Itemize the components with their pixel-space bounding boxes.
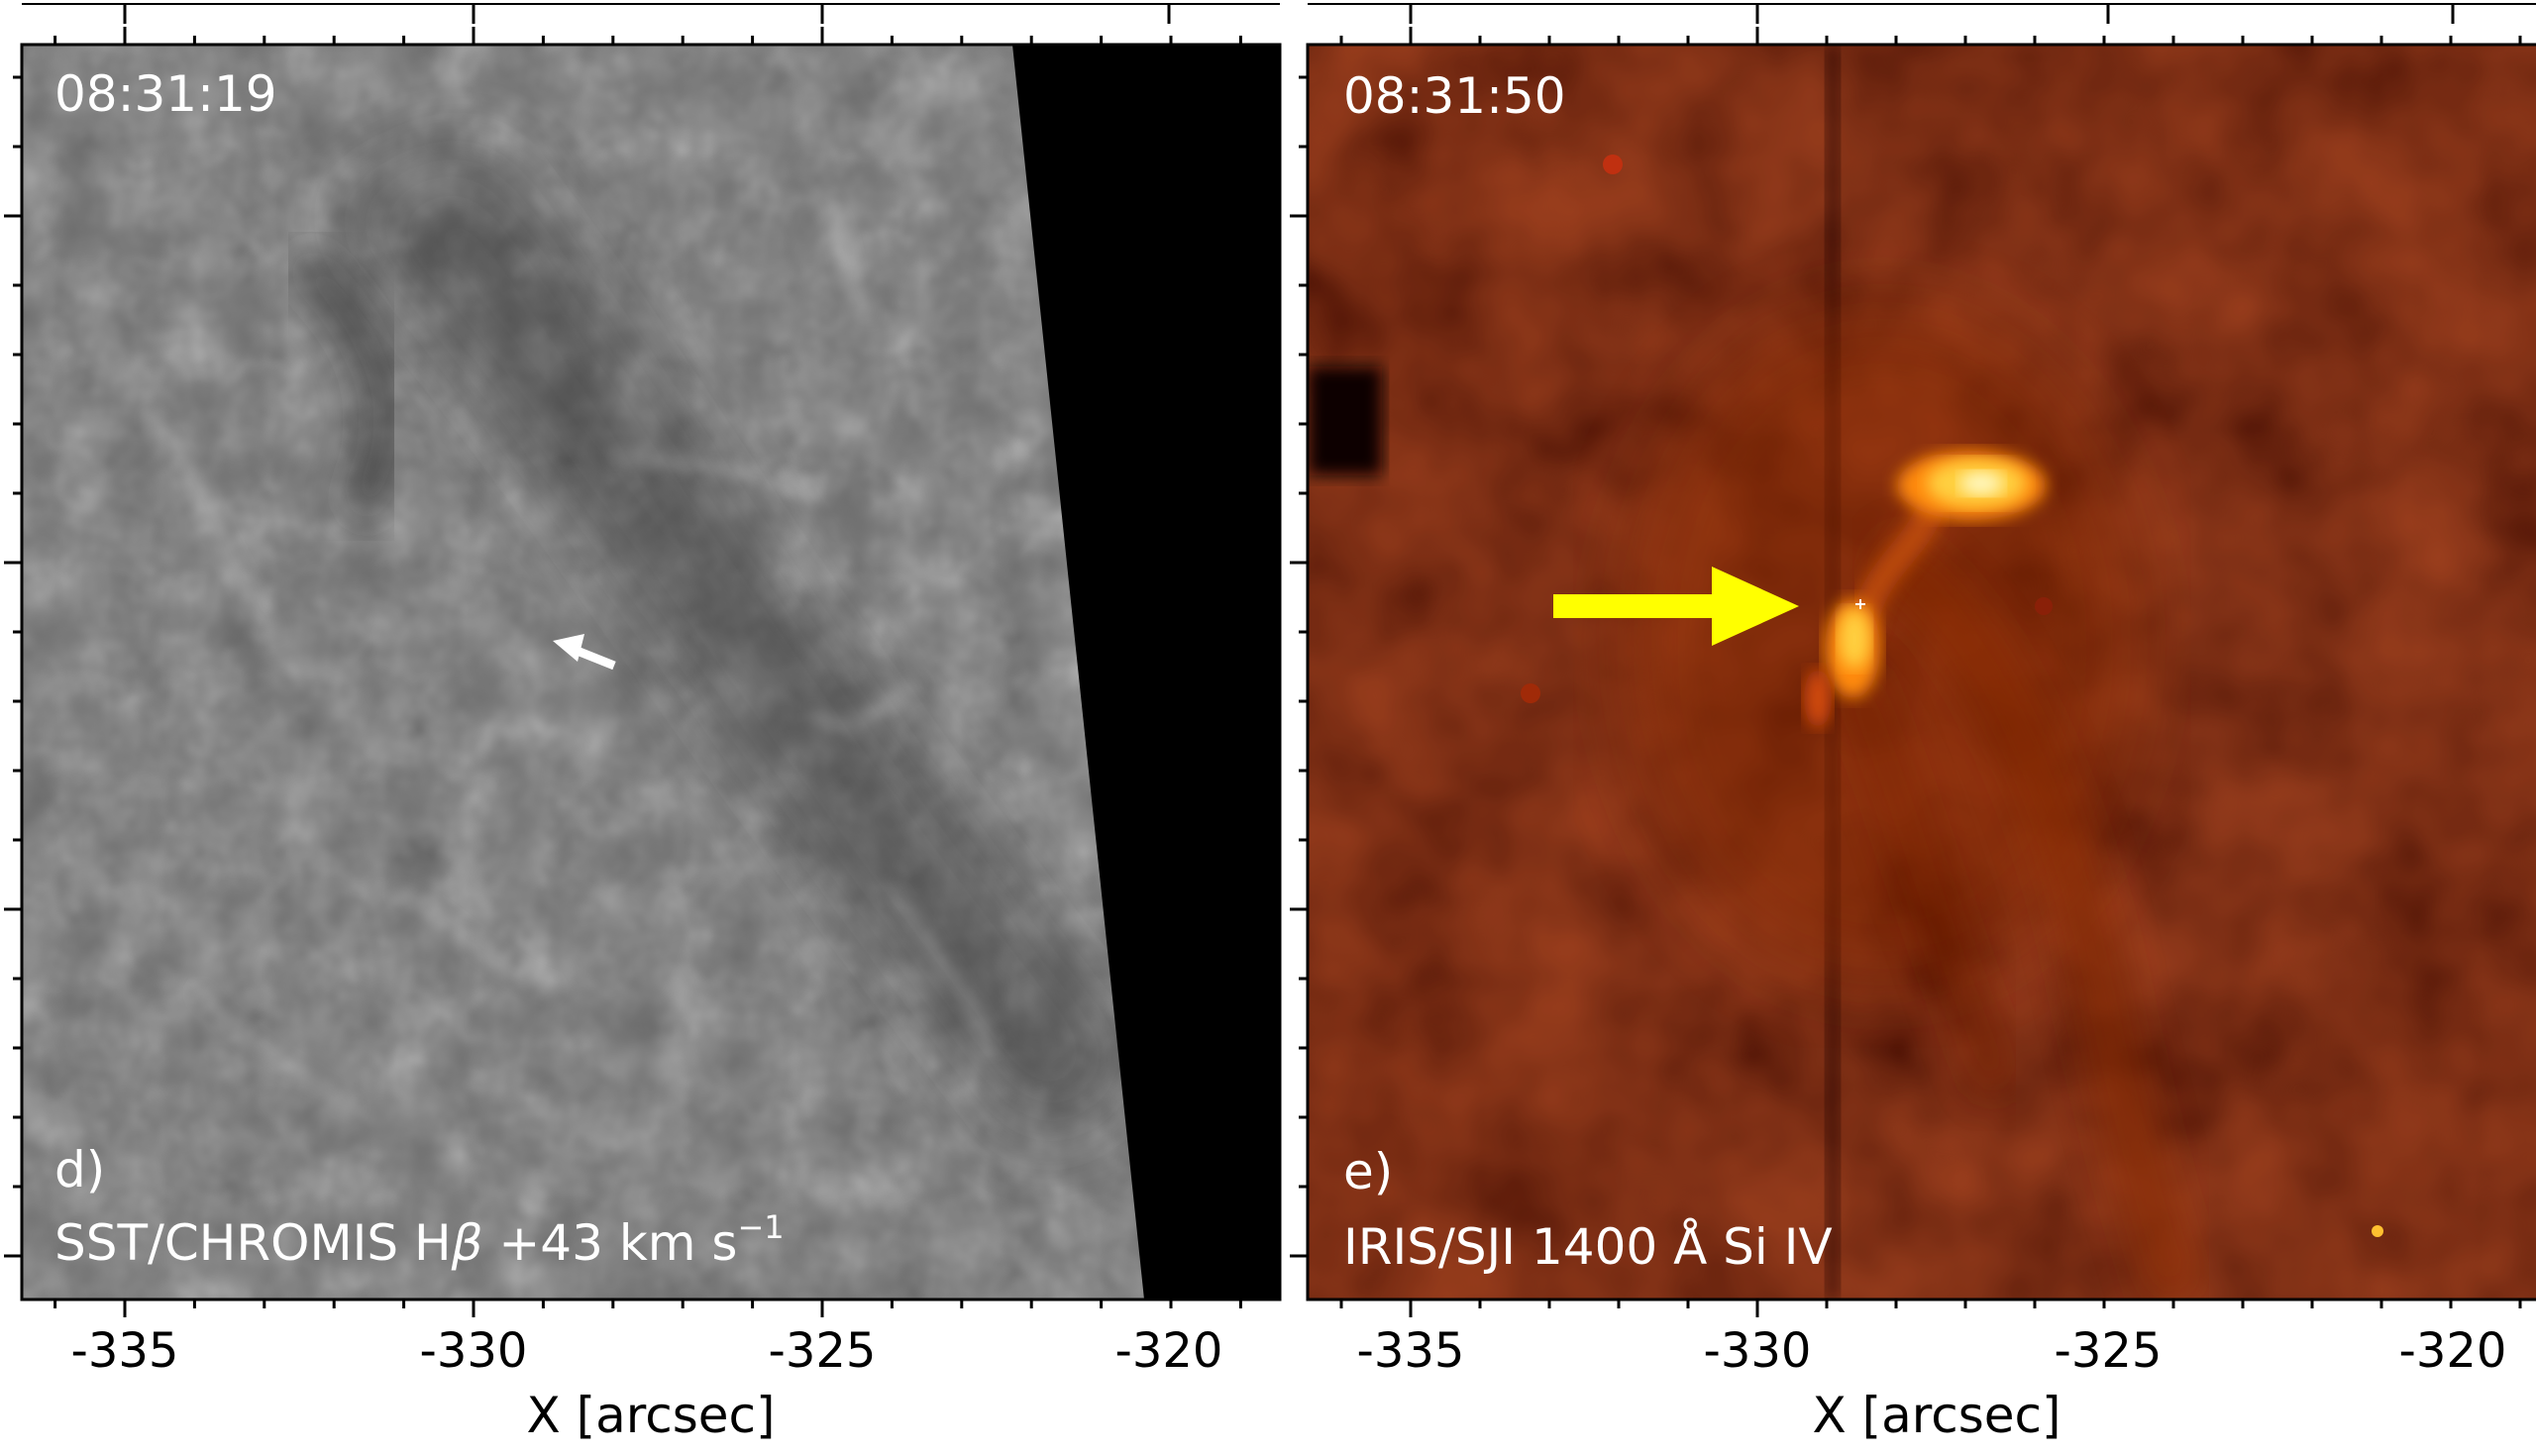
panel-e-instrument-label: IRIS/SJI 1400 Å Si IV: [1343, 1218, 1833, 1276]
white-arrow-icon: [553, 634, 616, 671]
panel-d-instrument-value: +43 km s: [483, 1214, 738, 1272]
panel-d: 08:31:19 d) SST/CHROMIS Hβ +43 km s−1 -3…: [4, 27, 1282, 1444]
panel-e: 08:31:50 e) IRIS/SJI 1400 Å Si IV -335 -…: [1290, 27, 2536, 1444]
panel-d-instrument-label: SST/CHROMIS Hβ +43 km s−1: [54, 1208, 785, 1272]
top-strip: [22, 3, 2536, 24]
panel-d-tick-label-0: -335: [71, 1323, 179, 1379]
panel-d-instrument-exponent: −1: [737, 1208, 784, 1246]
panel-e-timestamp: 08:31:50: [1343, 67, 1566, 125]
panel-e-tick-label-1: -330: [1704, 1323, 1812, 1379]
panel-e-xlabel: X [arcsec]: [1812, 1387, 2060, 1444]
panel-e-tick-label-3: -320: [2399, 1323, 2507, 1379]
panel-d-instrument-symbol: β: [451, 1214, 483, 1272]
panel-d-tick-label-2: -325: [769, 1323, 877, 1379]
yellow-arrow-icon: [1553, 567, 1799, 646]
panel-d-letter: d): [54, 1141, 105, 1198]
panel-e-tick-label-2: -325: [2055, 1323, 2163, 1379]
panel-d-xlabel: X [arcsec]: [526, 1387, 775, 1444]
panel-d-timestamp: 08:31:19: [54, 65, 277, 123]
panel-e-tick-label-0: -335: [1357, 1323, 1465, 1379]
panel-d-instrument-main: SST/CHROMIS H: [54, 1214, 452, 1272]
panel-d-tick-label-3: -320: [1115, 1323, 1223, 1379]
panel-e-letter: e): [1343, 1143, 1393, 1200]
panel-d-tick-label-1: -330: [420, 1323, 528, 1379]
